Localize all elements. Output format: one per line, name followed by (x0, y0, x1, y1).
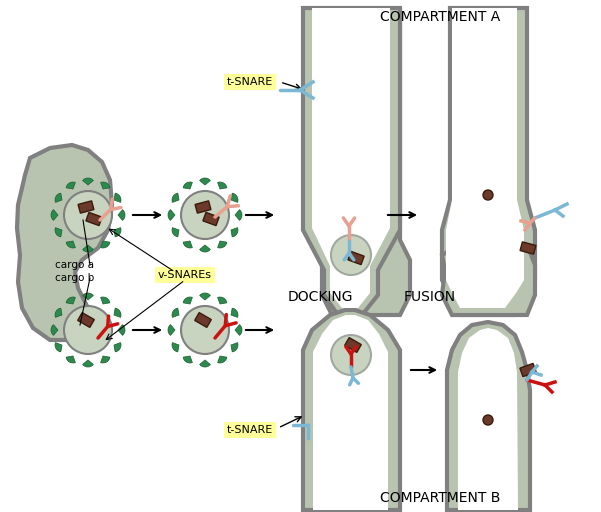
Wedge shape (114, 308, 121, 317)
Wedge shape (83, 178, 93, 185)
Wedge shape (83, 245, 93, 252)
Circle shape (483, 190, 493, 200)
Wedge shape (66, 297, 75, 304)
Wedge shape (118, 209, 125, 220)
Bar (78, 201, 94, 213)
Bar (348, 251, 364, 265)
Wedge shape (172, 308, 179, 317)
Polygon shape (312, 8, 390, 308)
Wedge shape (200, 293, 210, 300)
Polygon shape (442, 8, 535, 315)
Wedge shape (183, 182, 192, 189)
Wedge shape (118, 325, 125, 335)
Polygon shape (303, 8, 400, 315)
Text: t-SNARE: t-SNARE (227, 77, 273, 87)
Wedge shape (83, 293, 93, 300)
Wedge shape (114, 343, 121, 352)
Text: t-SNARE: t-SNARE (227, 425, 273, 435)
Wedge shape (100, 182, 110, 189)
Polygon shape (446, 8, 524, 308)
Text: cargo a: cargo a (55, 260, 94, 270)
Polygon shape (303, 310, 400, 510)
Bar (195, 201, 211, 213)
Wedge shape (55, 308, 62, 317)
Wedge shape (231, 228, 238, 237)
Wedge shape (51, 209, 58, 220)
Wedge shape (66, 241, 75, 248)
Wedge shape (218, 356, 227, 363)
Wedge shape (200, 245, 210, 252)
Text: DOCKING: DOCKING (287, 290, 353, 304)
Bar (203, 212, 219, 226)
Circle shape (64, 191, 112, 239)
Wedge shape (168, 325, 175, 335)
Wedge shape (183, 356, 192, 363)
Wedge shape (168, 209, 175, 220)
Wedge shape (100, 356, 110, 363)
Polygon shape (447, 322, 530, 510)
Wedge shape (218, 297, 227, 304)
Text: v-SNAREs: v-SNAREs (158, 270, 212, 280)
Polygon shape (313, 315, 388, 510)
Wedge shape (235, 209, 242, 220)
Circle shape (181, 306, 229, 354)
Wedge shape (183, 297, 192, 304)
Bar (78, 313, 94, 327)
Circle shape (483, 415, 493, 425)
Wedge shape (200, 360, 210, 367)
Wedge shape (231, 193, 238, 202)
Text: cargo b: cargo b (55, 273, 94, 283)
Wedge shape (235, 325, 242, 335)
Wedge shape (218, 182, 227, 189)
Bar (86, 212, 102, 226)
Wedge shape (114, 193, 121, 202)
Bar (520, 242, 536, 254)
Wedge shape (183, 241, 192, 248)
Bar (520, 364, 536, 377)
Text: FUSION: FUSION (404, 290, 456, 304)
Wedge shape (100, 241, 110, 248)
Wedge shape (66, 182, 75, 189)
Wedge shape (100, 297, 110, 304)
Polygon shape (442, 245, 535, 315)
Circle shape (331, 335, 371, 375)
Polygon shape (17, 145, 112, 340)
Circle shape (331, 235, 371, 275)
Polygon shape (322, 15, 410, 315)
Wedge shape (231, 308, 238, 317)
Bar (195, 313, 212, 327)
Wedge shape (55, 343, 62, 352)
Wedge shape (172, 228, 179, 237)
Wedge shape (218, 241, 227, 248)
Wedge shape (51, 325, 58, 335)
Circle shape (64, 306, 112, 354)
Wedge shape (55, 193, 62, 202)
Wedge shape (231, 343, 238, 352)
Bar (345, 337, 361, 352)
Wedge shape (66, 356, 75, 363)
Circle shape (181, 191, 229, 239)
Polygon shape (458, 328, 518, 510)
Wedge shape (200, 178, 210, 185)
Wedge shape (55, 228, 62, 237)
Text: COMPARTMENT A: COMPARTMENT A (380, 10, 500, 24)
Wedge shape (172, 343, 179, 352)
Wedge shape (172, 193, 179, 202)
Text: COMPARTMENT B: COMPARTMENT B (380, 491, 500, 505)
Wedge shape (114, 228, 121, 237)
Wedge shape (83, 360, 93, 367)
